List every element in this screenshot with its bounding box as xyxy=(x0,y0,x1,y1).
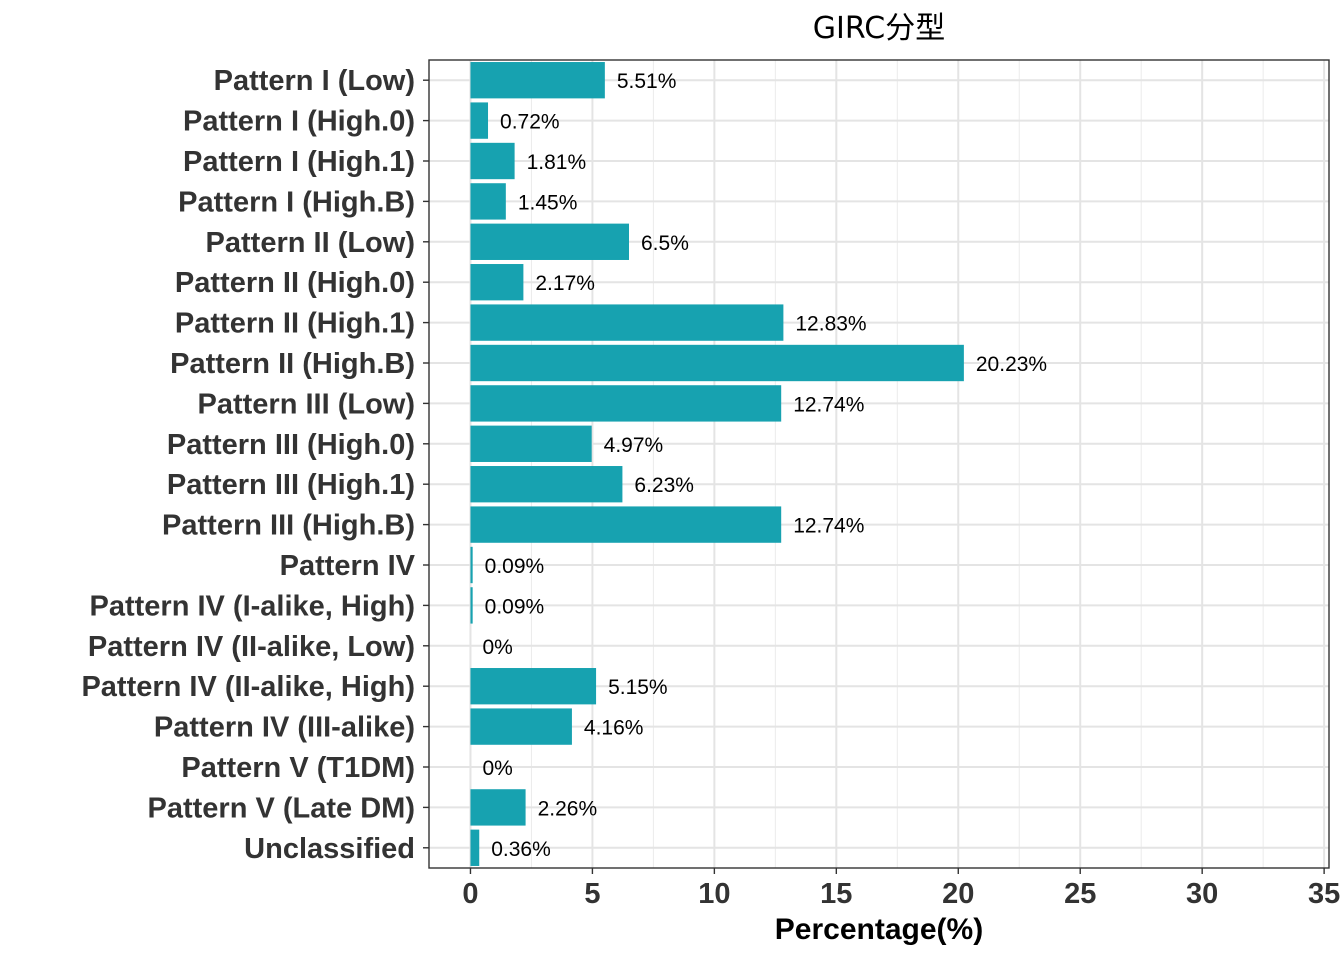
data-labels: 5.51% 0.72% 1.81% 1.45% 6.5% 2.17% 12.83% 20.23… xyxy=(482,70,1047,861)
data-label: 0.09% xyxy=(485,555,545,578)
bar xyxy=(470,385,782,422)
grid xyxy=(429,60,1329,868)
x-tick-label: 5 xyxy=(584,878,600,910)
x-tick-label: 0 xyxy=(462,878,478,910)
data-label: 6.5% xyxy=(641,232,689,255)
plot-panel-border xyxy=(428,59,1330,869)
bar xyxy=(470,344,964,382)
data-label: 6.23% xyxy=(634,474,694,497)
data-label: 5.51% xyxy=(617,70,677,93)
y-tick-label: Pattern IV (II-alike, Low) xyxy=(88,631,415,663)
y-tick-label: Pattern I (High.1) xyxy=(183,146,415,178)
y-tick-label: Pattern I (Low) xyxy=(214,65,415,97)
bar xyxy=(470,587,473,624)
data-label: 1.45% xyxy=(518,191,578,214)
y-tick-label: Pattern IV (I-alike, High) xyxy=(90,590,416,622)
bar xyxy=(470,102,489,139)
bar xyxy=(470,142,515,180)
y-tick-label: Pattern III (Low) xyxy=(198,388,416,420)
y-tick-label: Pattern IV (III-alike) xyxy=(154,712,415,744)
bar xyxy=(470,668,597,705)
bar xyxy=(470,506,782,543)
x-tick-label: 10 xyxy=(698,878,730,910)
y-tick-label: Pattern I (High.0) xyxy=(183,106,415,138)
bar xyxy=(470,62,605,99)
bar xyxy=(470,264,524,301)
y-tick-label: Pattern I (High.B) xyxy=(178,186,415,218)
bar xyxy=(470,183,506,220)
data-label: 12.74% xyxy=(793,393,864,416)
bar xyxy=(470,223,629,260)
data-label: 0.36% xyxy=(491,838,551,861)
data-label: 12.83% xyxy=(795,313,866,336)
y-tick-label: Pattern V (Late DM) xyxy=(148,792,415,824)
data-label: 1.81% xyxy=(527,151,587,174)
data-label: 0.72% xyxy=(500,111,560,134)
bar xyxy=(470,789,526,826)
bar xyxy=(470,708,572,745)
y-tick-label: Pattern III (High.B) xyxy=(162,510,415,542)
y-tick-label: Pattern II (High.0) xyxy=(175,267,415,299)
x-tick-label: 30 xyxy=(1186,878,1218,910)
bar xyxy=(470,304,784,341)
chart-title: GIRC分型 xyxy=(813,11,945,46)
data-label: 0% xyxy=(482,757,512,780)
y-tick-label: Pattern II (Low) xyxy=(206,227,415,259)
y-tick-label: Pattern V (T1DM) xyxy=(181,752,415,784)
y-tick-label: Pattern IV (II-alike, High) xyxy=(81,671,415,703)
y-tick-label: Pattern II (High.B) xyxy=(170,348,415,380)
bar xyxy=(470,829,480,866)
data-label: 2.26% xyxy=(538,797,598,820)
y-tick-label: Unclassified xyxy=(244,833,415,865)
y-axis: Pattern I (Low) Pattern I (High.0) Pattern… xyxy=(81,65,429,865)
bar xyxy=(470,466,623,503)
data-label: 4.97% xyxy=(604,434,664,457)
data-label: 2.17% xyxy=(535,272,595,295)
data-label: 12.74% xyxy=(793,515,864,538)
x-axis: 0 5 10 15 20 25 30 35 xyxy=(462,868,1340,910)
bar xyxy=(470,425,592,462)
y-tick-label: Pattern IV xyxy=(280,550,416,582)
y-tick-label: Pattern III (High.1) xyxy=(167,469,415,501)
bar xyxy=(470,546,473,584)
y-tick-label: Pattern II (High.1) xyxy=(175,308,415,340)
data-label: 0% xyxy=(482,636,512,659)
y-tick-label: Pattern III (High.0) xyxy=(167,429,415,461)
x-tick-label: 15 xyxy=(820,878,852,910)
bars xyxy=(470,62,964,866)
x-tick-label: 20 xyxy=(942,878,974,910)
data-label: 4.16% xyxy=(584,717,644,740)
x-axis-title: Percentage(%) xyxy=(775,913,983,946)
data-label: 0.09% xyxy=(485,595,545,618)
x-tick-label: 25 xyxy=(1064,878,1096,910)
x-tick-label: 35 xyxy=(1308,878,1340,910)
data-label: 20.23% xyxy=(976,353,1047,376)
data-label: 5.15% xyxy=(608,676,668,699)
